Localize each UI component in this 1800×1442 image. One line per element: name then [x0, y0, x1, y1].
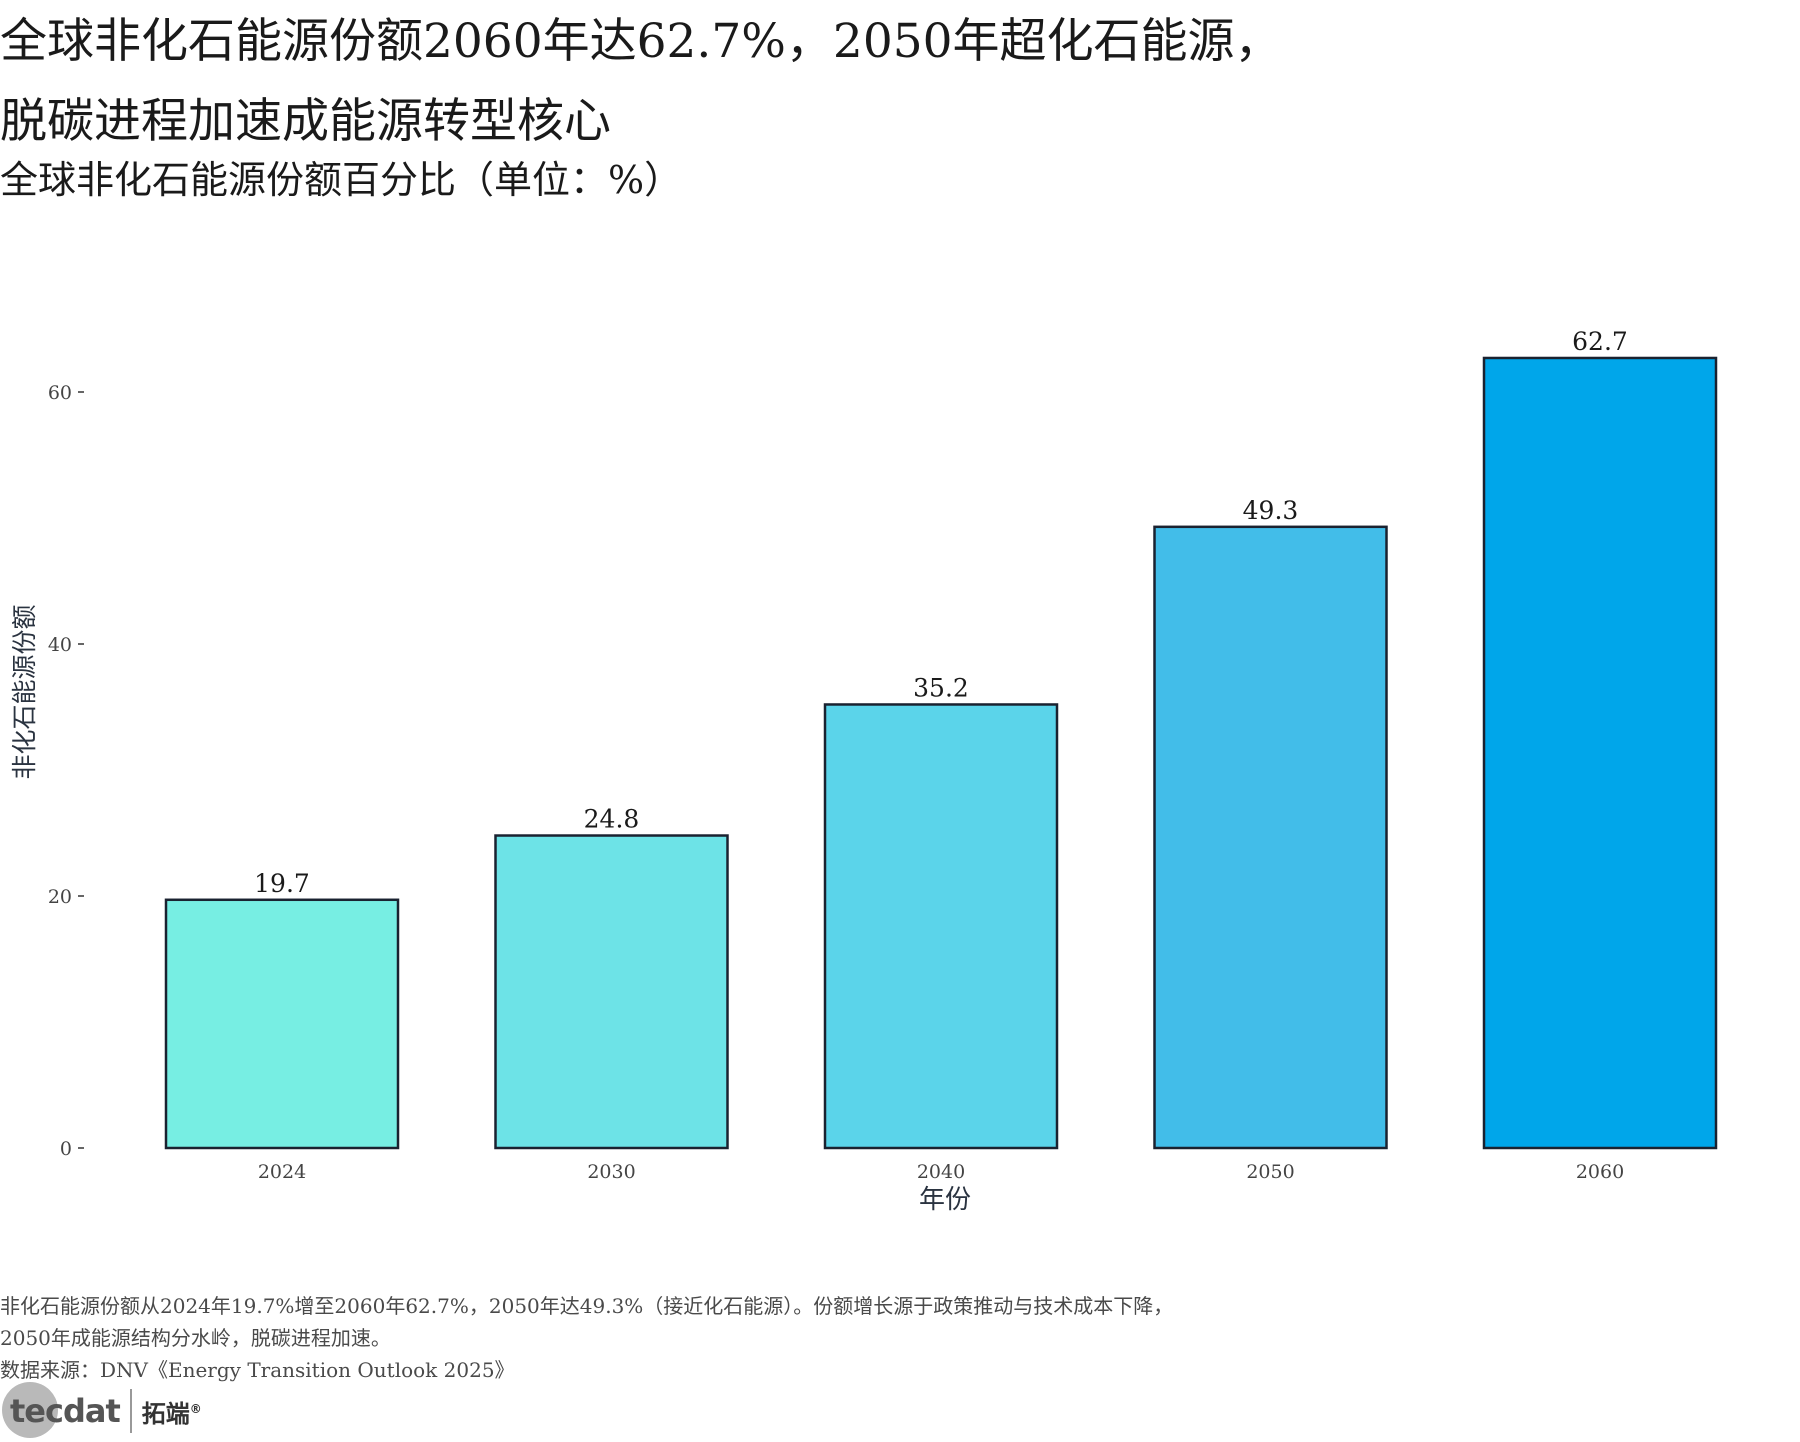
chart-title: 全球非化石能源份额2060年达62.7%，2050年超化石能源， 脱碳进程加速成… — [0, 2, 1780, 162]
x-tick-label-2060: 2060 — [1576, 1161, 1624, 1183]
value-labels-group: 19.7 24.8 35.2 49.3 62.7 — [254, 327, 1628, 898]
value-label-2030: 24.8 — [584, 805, 640, 834]
logo-name-text: 拓端 — [141, 1399, 190, 1428]
logo-circle-icon — [2, 1382, 58, 1438]
y-tick-label-0: 0 — [60, 1138, 72, 1160]
logo-mark: tecdat — [10, 1392, 121, 1430]
value-label-2060: 62.7 — [1572, 327, 1628, 356]
chart-subtitle: 全球非化石能源份额百分比（单位：%） — [0, 158, 683, 202]
bar-2040 — [823, 703, 1059, 1150]
bars-group — [164, 356, 1718, 1150]
caption-line-1: 非化石能源份额从2024年19.7%增至2060年62.7%，2050年达49.… — [0, 1294, 1174, 1318]
y-tick-label-20: 20 — [48, 886, 72, 908]
x-axis: 2024 2030 2040 2050 2060 — [258, 1161, 1624, 1183]
title-line-2: 脱碳进程加速成能源转型核心 — [0, 94, 611, 149]
caption-line-2: 2050年成能源结构分水岭，脱碳进程加速。 — [0, 1326, 391, 1350]
logo-name: 拓端® — [142, 1394, 202, 1429]
y-tick-label-60: 60 — [48, 382, 72, 404]
x-axis-label: 年份 — [919, 1185, 971, 1215]
bar-2030 — [494, 834, 729, 1150]
data-source: 数据来源：DNV《Energy Transition Outlook 2025》 — [0, 1358, 515, 1382]
value-label-2024: 19.7 — [254, 869, 310, 898]
x-tick-label-2030: 2030 — [587, 1161, 635, 1183]
y-tick-label-40: 40 — [48, 634, 72, 656]
value-label-2040: 35.2 — [913, 673, 969, 702]
y-axis-label: 非化石能源份额 — [10, 604, 39, 779]
title-line-1: 全球非化石能源份额2060年达62.7%，2050年超化石能源， — [0, 14, 1282, 69]
logo-divider — [129, 1389, 132, 1433]
logo-reg-mark: ® — [189, 1401, 202, 1416]
y-axis: 0 20 40 60 — [48, 382, 84, 1160]
x-tick-label-2024: 2024 — [258, 1161, 306, 1183]
x-tick-label-2050: 2050 — [1246, 1161, 1294, 1183]
bar-2024 — [164, 898, 400, 1150]
value-label-2050: 49.3 — [1243, 496, 1299, 525]
bar-2050 — [1153, 525, 1388, 1150]
brand-logo: tecdat 拓端® — [0, 1380, 202, 1442]
x-tick-label-2040: 2040 — [917, 1161, 965, 1183]
chart-caption: 非化石能源份额从2024年19.7%增至2060年62.7%，2050年达49.… — [0, 1290, 1780, 1386]
bar-2060 — [1482, 356, 1718, 1150]
